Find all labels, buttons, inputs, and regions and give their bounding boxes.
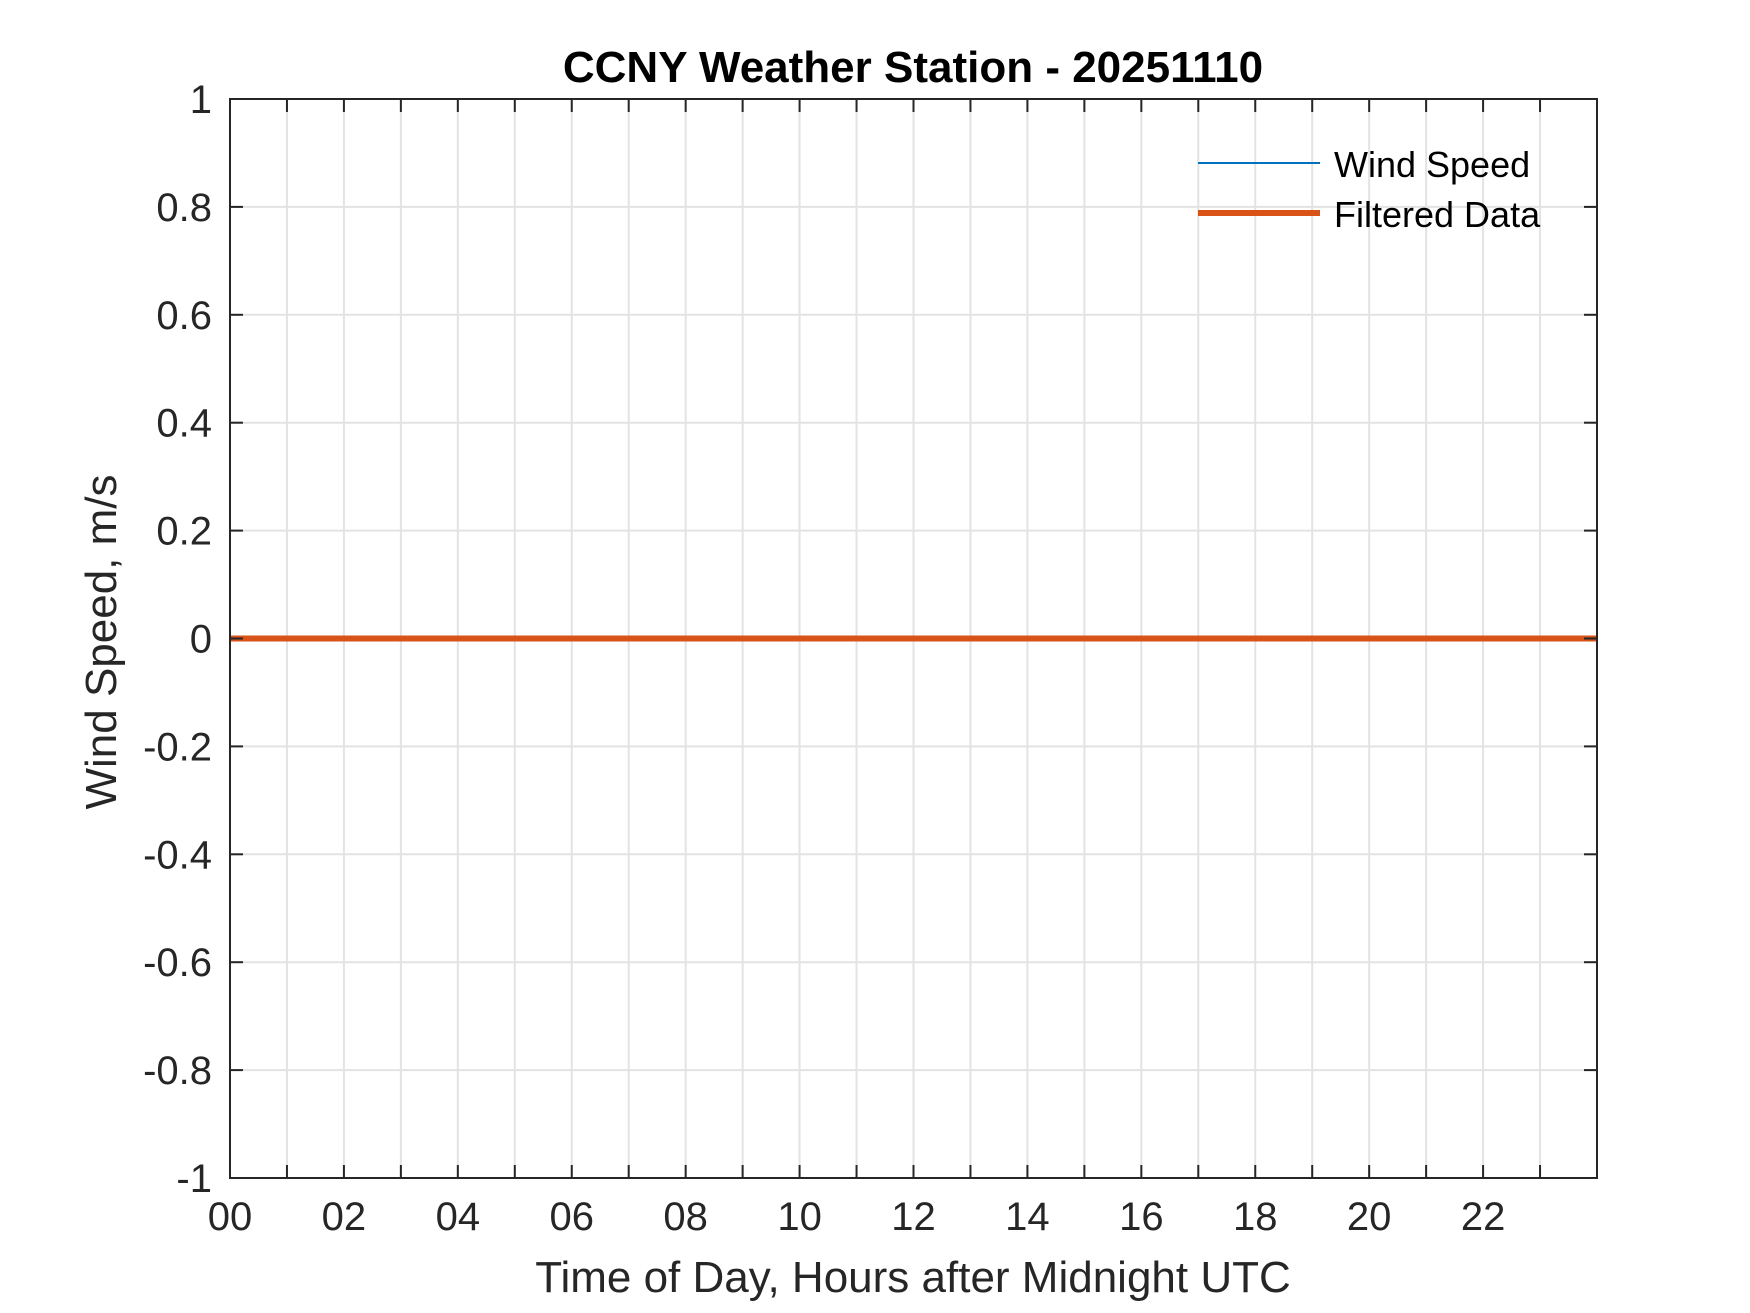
- x-tick-label: 18: [1233, 1195, 1278, 1239]
- x-tick-label: 08: [663, 1195, 708, 1239]
- x-tick-label: 16: [1119, 1195, 1164, 1239]
- x-tick-label: 20: [1347, 1195, 1392, 1239]
- x-tick-label: 12: [891, 1195, 936, 1239]
- x-tick-label: 06: [550, 1195, 595, 1239]
- legend-label-wind-speed: Wind Speed: [1334, 144, 1530, 185]
- legend: Wind Speed Filtered Data: [1198, 144, 1541, 235]
- x-tick-label: 02: [322, 1195, 367, 1239]
- y-tick-label: -0.8: [143, 1049, 212, 1093]
- x-axis-label: Time of Day, Hours after Midnight UTC: [535, 1253, 1291, 1302]
- y-tick-label: -0.2: [143, 725, 212, 769]
- y-tick-label: 0.2: [156, 510, 212, 554]
- y-axis-label: Wind Speed, m/s: [77, 474, 126, 809]
- y-tick-label: 0.6: [156, 294, 212, 338]
- x-tick-labels: 00 02 04 06 08 10 12 14 16 18 20 22: [208, 1195, 1506, 1239]
- y-tick-label: 1: [190, 78, 212, 122]
- x-tick-label: 04: [436, 1195, 481, 1239]
- y-tick-label: -0.4: [143, 833, 212, 877]
- legend-label-filtered-data: Filtered Data: [1334, 194, 1541, 235]
- y-tick-label: 0.8: [156, 186, 212, 230]
- x-tick-label: 10: [777, 1195, 822, 1239]
- y-tick-label: -0.6: [143, 941, 212, 985]
- y-tick-label: 0.4: [156, 402, 212, 446]
- axis-ticks: [230, 99, 1597, 1178]
- x-tick-label: 14: [1005, 1195, 1050, 1239]
- x-tick-label: 00: [208, 1195, 253, 1239]
- y-tick-label: -1: [176, 1157, 212, 1201]
- x-tick-label: 22: [1461, 1195, 1506, 1239]
- chart-title: CCNY Weather Station - 20251110: [563, 43, 1263, 92]
- y-tick-labels: -1 -0.8 -0.6 -0.4 -0.2 0 0.2 0.4 0.6 0.8 1: [143, 78, 212, 1201]
- y-tick-label: 0: [190, 618, 212, 662]
